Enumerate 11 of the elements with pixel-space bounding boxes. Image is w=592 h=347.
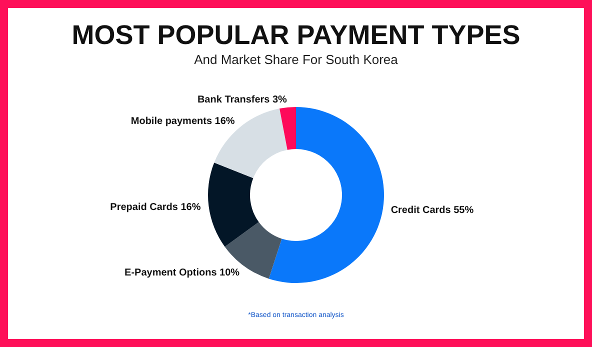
chart-title: MOST POPULAR PAYMENT TYPES (72, 20, 520, 50)
donut-slice (208, 162, 259, 247)
donut-slice (268, 107, 384, 283)
slice-label: Mobile payments 16% (130, 116, 235, 128)
slice-label: E-Payment Options 10% (124, 268, 240, 279)
donut-slice (214, 108, 288, 178)
slice-label: Credit Cards 55% (390, 205, 474, 216)
slice-label: Bank Transfers 3% (197, 94, 288, 106)
slice-label: Prepaid Cards 16% (110, 202, 201, 214)
donut-slice (280, 107, 296, 150)
chart-subtitle: And Market Share For South Korea (194, 52, 399, 67)
